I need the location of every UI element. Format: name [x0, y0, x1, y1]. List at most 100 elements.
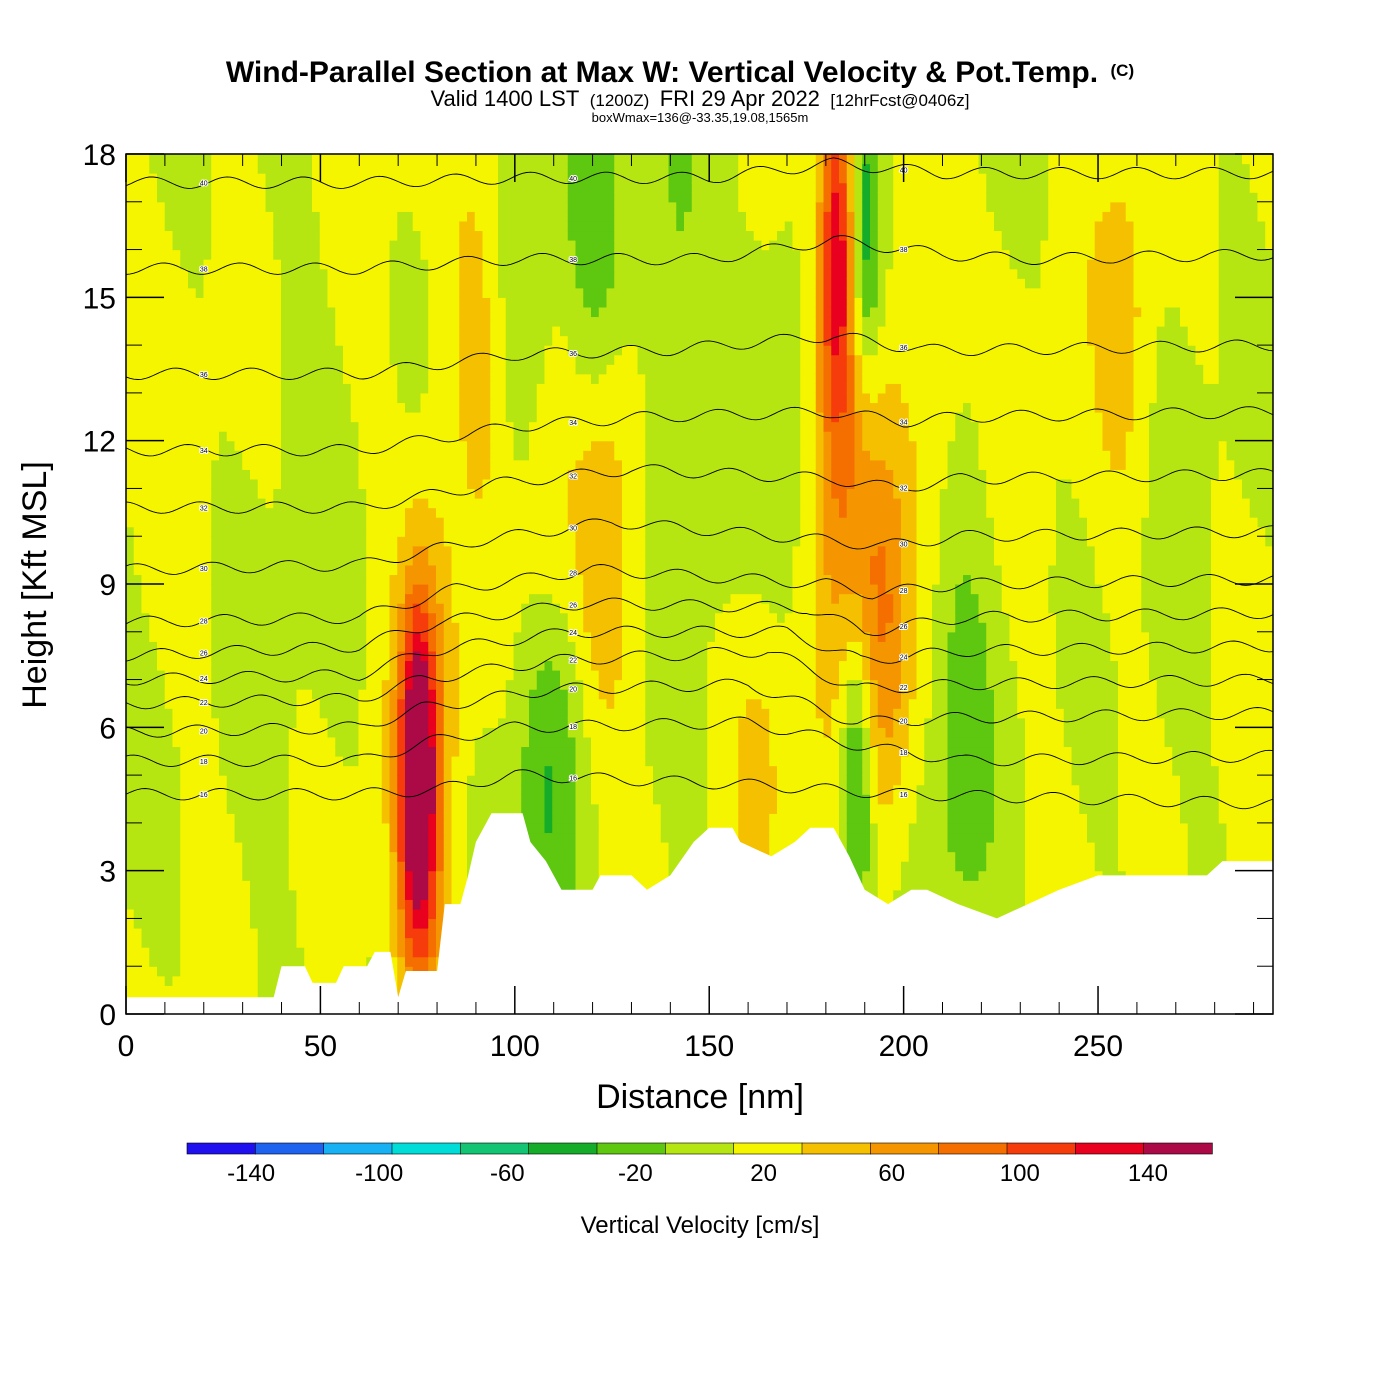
w-cell — [459, 220, 468, 232]
w-cell — [366, 431, 375, 442]
w-cell — [250, 450, 259, 461]
w-cell — [389, 287, 398, 298]
w-cell — [265, 880, 274, 891]
w-cell — [219, 736, 228, 748]
w-cell — [498, 803, 507, 814]
w-cell — [281, 469, 290, 480]
w-cell — [335, 392, 344, 404]
w-cell — [350, 201, 360, 212]
w-cell — [467, 526, 476, 537]
w-cell — [420, 908, 429, 920]
w-cell — [157, 928, 166, 939]
w-cell — [273, 306, 282, 318]
w-cell — [195, 517, 205, 528]
w-cell — [343, 517, 352, 528]
w-cell — [273, 756, 282, 767]
w-cell — [459, 211, 468, 222]
w-cell — [405, 297, 414, 308]
w-cell — [381, 937, 391, 948]
w-cell — [195, 870, 205, 881]
w-cell — [319, 765, 329, 776]
w-cell — [397, 287, 406, 298]
w-cell — [265, 211, 274, 222]
w-cell — [381, 555, 391, 566]
w-cell — [172, 689, 181, 700]
w-cell — [250, 870, 259, 881]
w-cell — [257, 354, 267, 365]
w-cell — [133, 459, 143, 470]
w-cell — [226, 880, 236, 891]
w-cell — [350, 182, 360, 193]
w-cell — [374, 421, 383, 432]
w-cell — [180, 975, 189, 986]
w-cell — [529, 803, 538, 814]
w-cell — [257, 717, 267, 728]
w-cell — [358, 163, 367, 174]
w-cell — [265, 956, 274, 967]
w-cell — [296, 689, 305, 700]
w-cell — [172, 154, 181, 165]
w-cell — [226, 211, 236, 222]
w-cell — [381, 392, 391, 404]
w-cell — [529, 182, 538, 193]
w-cell — [250, 746, 259, 757]
w-cell — [265, 163, 274, 174]
w-cell — [405, 813, 414, 824]
w-cell — [149, 966, 158, 977]
w-cell — [513, 440, 522, 451]
w-cell — [358, 440, 367, 451]
w-cell — [172, 402, 181, 413]
w-cell — [397, 383, 406, 394]
w-cell — [389, 536, 398, 547]
w-cell — [451, 631, 460, 642]
w-cell — [250, 354, 259, 365]
w-cell — [490, 631, 499, 642]
w-cell — [428, 268, 437, 279]
w-cell — [474, 650, 484, 662]
w-cell — [482, 268, 491, 279]
w-cell — [141, 918, 150, 929]
w-cell — [195, 631, 205, 642]
vertical-velocity-field — [126, 154, 1273, 1014]
w-cell — [219, 928, 228, 939]
w-cell — [257, 431, 267, 442]
w-cell — [273, 240, 282, 251]
w-cell — [389, 488, 398, 499]
w-cell — [451, 163, 460, 174]
w-cell — [195, 641, 205, 652]
w-cell — [343, 526, 352, 537]
w-cell — [327, 956, 336, 967]
w-cell — [513, 192, 522, 203]
w-cell — [133, 192, 143, 203]
w-cell — [350, 498, 360, 509]
w-cell — [288, 660, 298, 671]
w-cell — [482, 545, 491, 556]
w-cell — [498, 593, 507, 604]
w-cell — [366, 813, 375, 824]
w-cell — [443, 622, 453, 633]
w-cell — [219, 842, 228, 853]
w-cell — [389, 956, 398, 967]
w-cell — [164, 736, 174, 748]
w-cell — [428, 421, 437, 432]
w-cell — [195, 947, 205, 958]
w-cell — [226, 908, 236, 920]
w-cell — [126, 488, 135, 499]
w-cell — [420, 670, 429, 681]
w-cell — [443, 230, 453, 241]
w-cell — [234, 708, 243, 719]
w-cell — [335, 249, 344, 260]
w-cell — [389, 421, 398, 432]
w-cell — [164, 870, 174, 881]
w-cell — [203, 832, 212, 843]
w-cell — [529, 412, 538, 423]
w-cell — [219, 459, 228, 470]
w-cell — [157, 736, 166, 748]
w-cell — [521, 345, 530, 356]
w-cell — [420, 488, 429, 499]
w-cell — [133, 220, 143, 232]
w-cell — [482, 412, 491, 423]
w-cell — [428, 956, 437, 967]
w-cell — [482, 498, 491, 509]
w-cell — [141, 517, 150, 528]
